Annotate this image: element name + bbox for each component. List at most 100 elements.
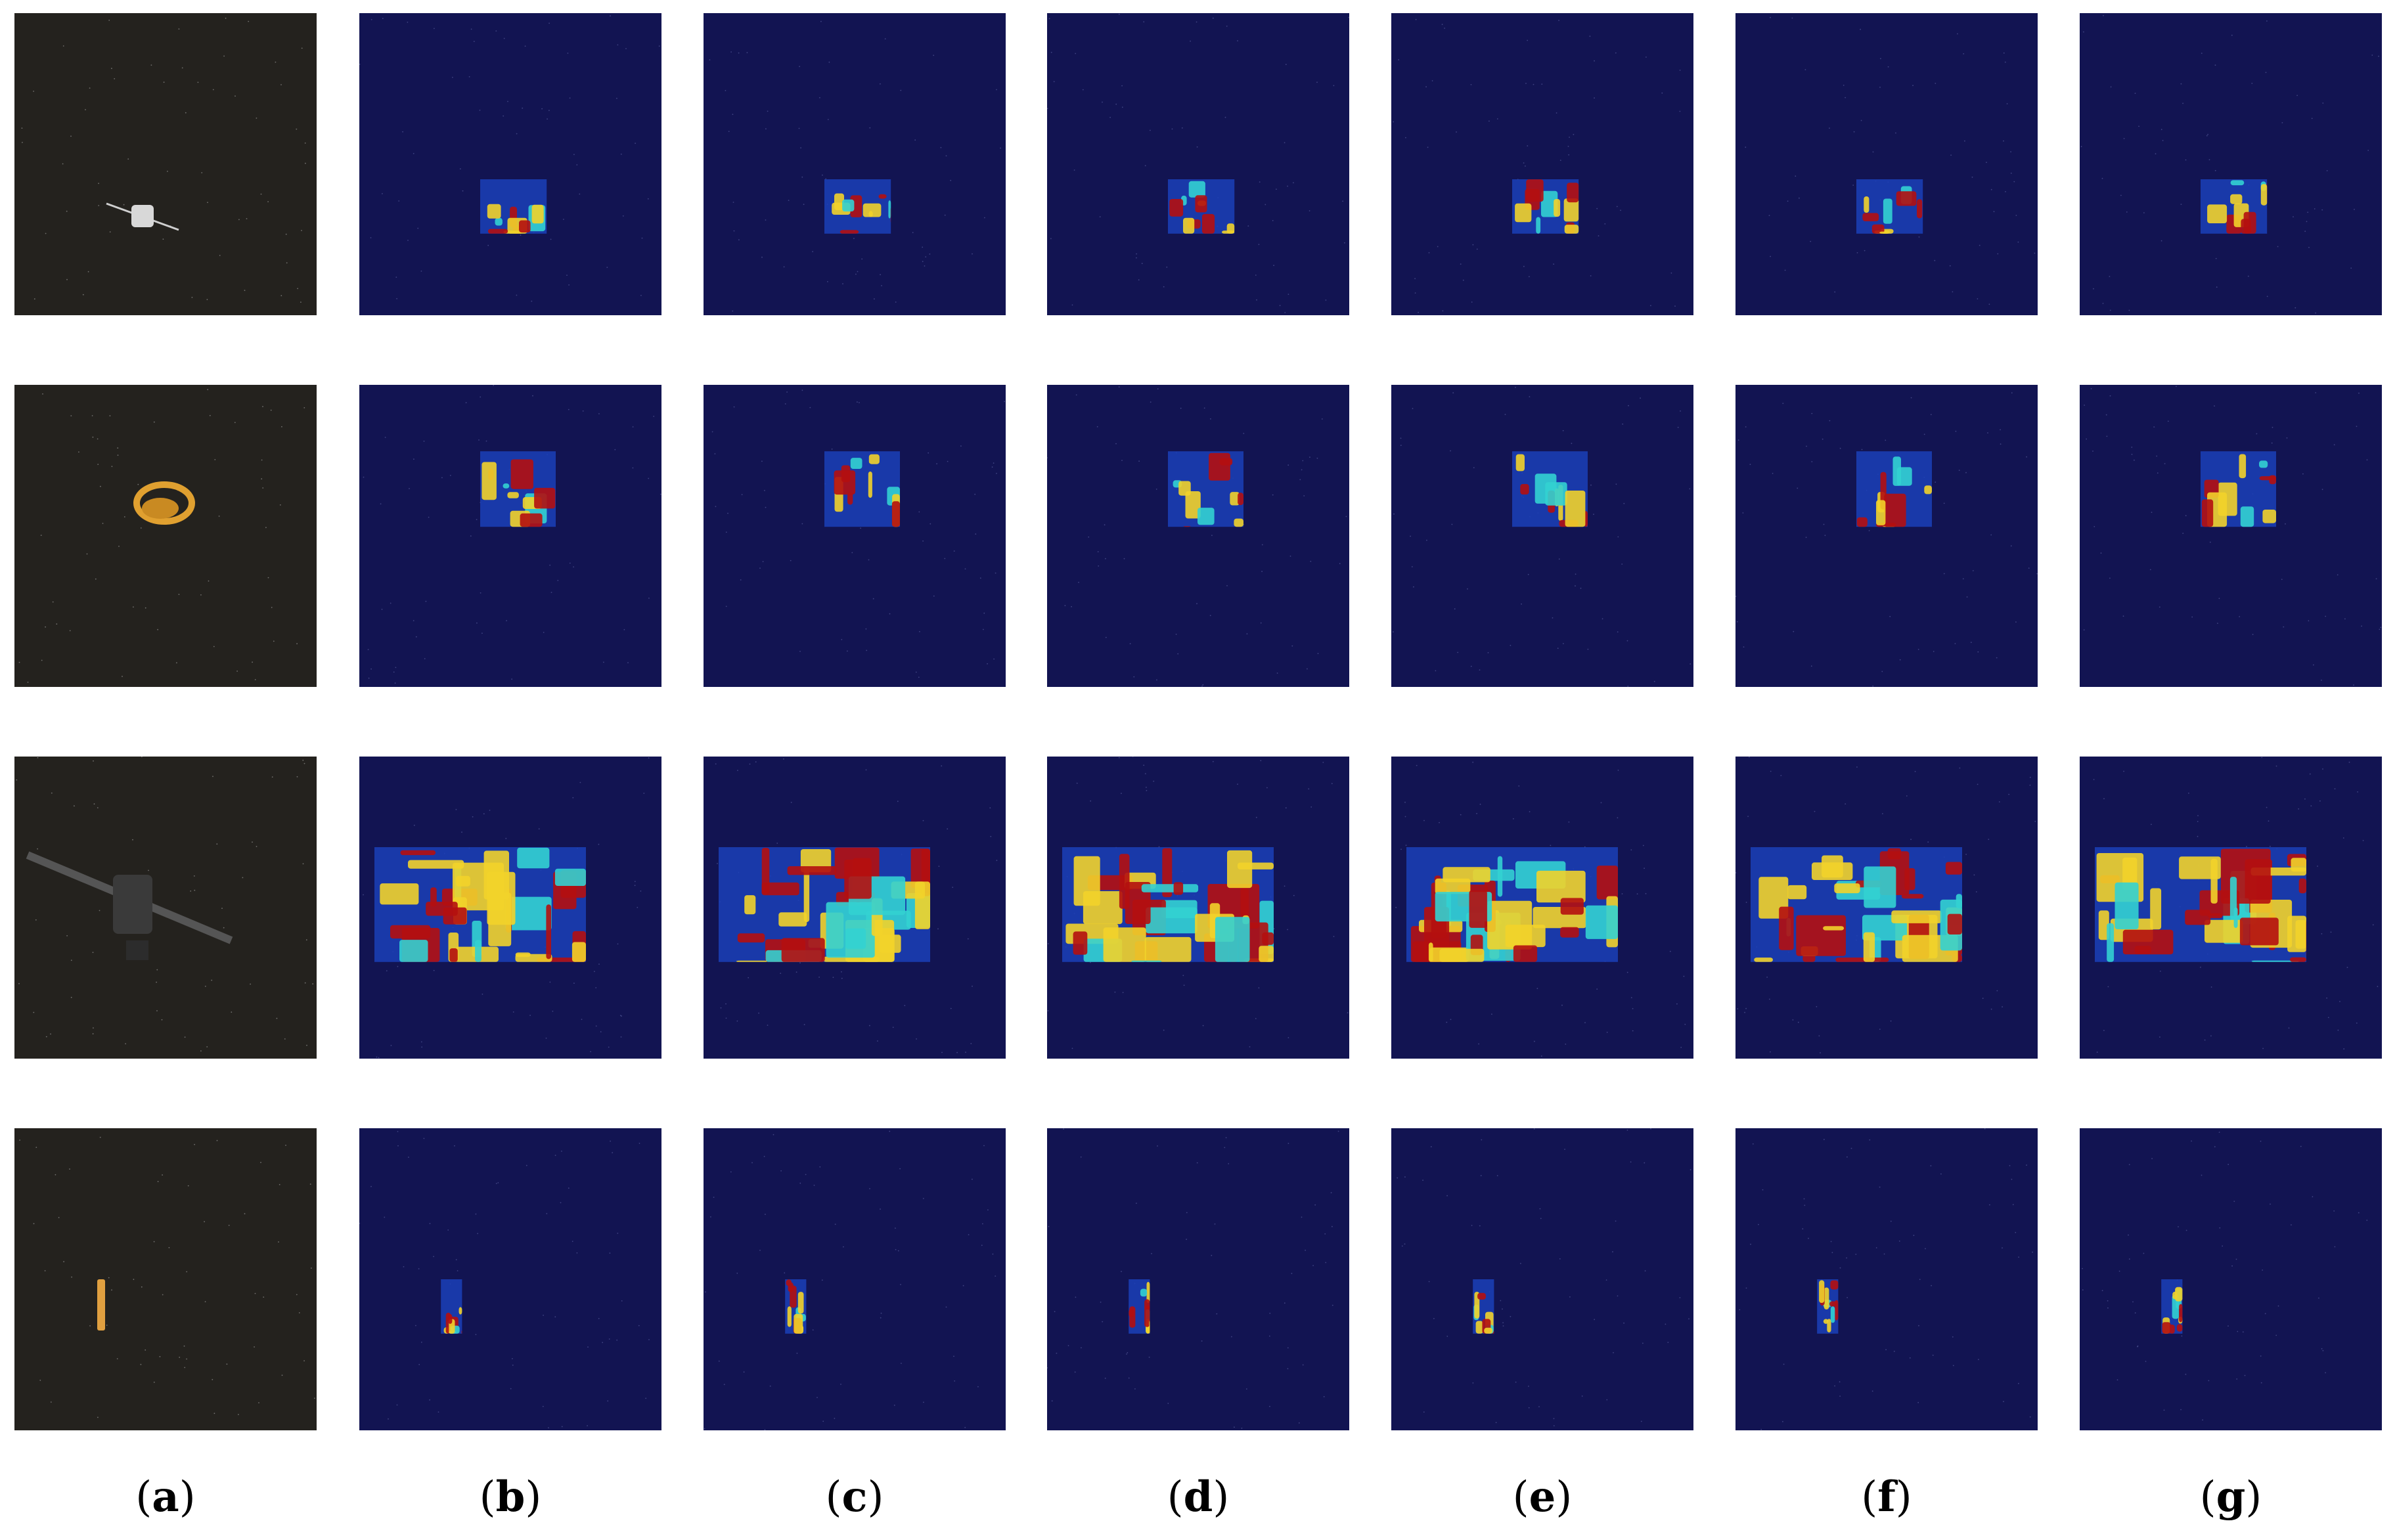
heat-region — [2095, 847, 2306, 962]
heat-region — [1751, 847, 1962, 962]
heatmap-tile — [1047, 13, 1349, 315]
tile-background — [1047, 13, 1349, 315]
tile-background — [704, 1128, 1006, 1430]
column-letter: e — [1529, 1472, 1556, 1522]
star-field — [1397, 1128, 1691, 1426]
tile-background — [14, 757, 317, 1059]
star-field — [18, 389, 305, 683]
tile-background — [1735, 13, 2038, 315]
heat-region — [1129, 1279, 1150, 1334]
star-field — [1739, 1128, 2033, 1430]
heat-region — [1817, 1279, 1839, 1334]
heat-region — [1062, 847, 1274, 962]
heatmap-tile — [1735, 385, 2038, 687]
tile-background — [1391, 13, 1693, 315]
tile-background — [1391, 385, 1693, 687]
heatmap-tile — [1047, 757, 1349, 1059]
column-letter: a — [152, 1472, 179, 1522]
heat-region — [824, 179, 891, 234]
heatmap-tile — [2080, 1128, 2382, 1430]
star-field — [1047, 386, 1347, 687]
heat-region — [1168, 179, 1235, 234]
heatmap-tile — [359, 1128, 661, 1430]
heatmap-tile — [1391, 757, 1693, 1059]
column-label-f: (f) — [1861, 1472, 1912, 1522]
star-field — [2082, 1132, 2368, 1421]
input-photo-tile — [14, 1128, 317, 1430]
tile-background — [704, 13, 1006, 315]
column-label-b: (b) — [479, 1472, 542, 1522]
heat-region — [441, 1279, 462, 1334]
heatmap-tile — [1735, 757, 2038, 1059]
heatmap-tile — [1391, 1128, 1693, 1430]
heatmap-tile — [704, 13, 1006, 315]
input-photo-tile — [14, 757, 317, 1059]
heat-region — [2161, 1279, 2183, 1334]
star-field — [1047, 1128, 1339, 1429]
tile-background — [359, 13, 661, 315]
heatmap-tile — [2080, 13, 2382, 315]
tile-background — [359, 385, 661, 687]
tile-background — [2080, 385, 2382, 687]
heatmap-tile — [2080, 385, 2382, 687]
heatmap-tile — [1391, 13, 1693, 315]
tile-background — [1391, 1128, 1693, 1430]
column-letter: d — [1183, 1472, 1213, 1522]
heat-region — [785, 1279, 807, 1334]
heat-region — [1856, 179, 1923, 234]
input-photo-tile — [14, 385, 317, 687]
tile-background — [1735, 385, 2038, 687]
column-label-c: (c) — [825, 1472, 884, 1522]
heat-region — [1512, 179, 1579, 234]
heatmap-tile — [1735, 1128, 2038, 1430]
heat-region — [480, 451, 556, 527]
star-field — [1393, 18, 1681, 313]
column-label-g: (g) — [2199, 1472, 2262, 1522]
heatmap-tile — [1391, 385, 1693, 687]
object-silhouette — [133, 481, 195, 525]
heat-region — [1168, 451, 1243, 527]
star-field — [16, 757, 314, 1052]
tile-background — [14, 1128, 317, 1430]
heat-region — [1856, 451, 1932, 527]
heatmap-tile — [704, 1128, 1006, 1430]
star-field — [19, 1137, 315, 1419]
tile-background — [2080, 1128, 2382, 1430]
heatmap-tile — [359, 13, 661, 315]
star-field — [711, 389, 1005, 678]
heatmap-tile — [359, 385, 661, 687]
heatmap-tile — [704, 757, 1006, 1059]
object-silhouette — [97, 1279, 105, 1331]
heat-region — [2201, 179, 2268, 234]
column-label-e: (e) — [1512, 1472, 1573, 1522]
heat-region — [1406, 847, 1618, 962]
heatmap-tile — [1047, 1128, 1349, 1430]
star-field — [359, 15, 660, 302]
tile-background — [2080, 13, 2382, 315]
heatmap-tile — [1047, 385, 1349, 687]
star-field — [1745, 16, 2036, 305]
column-letter: c — [841, 1472, 868, 1522]
tile-background — [14, 385, 317, 687]
heat-region — [719, 847, 930, 962]
heat-region — [374, 847, 586, 962]
tile-background — [359, 1128, 661, 1430]
star-field — [704, 1130, 996, 1430]
tile-background — [1047, 385, 1349, 687]
heatmap-tile — [359, 757, 661, 1059]
column-letter: b — [495, 1472, 526, 1522]
heat-region — [2201, 451, 2276, 527]
heatmap-tile — [1735, 13, 2038, 315]
heat-region — [1512, 451, 1588, 527]
tile-background — [704, 385, 1006, 687]
column-letter: g — [2216, 1472, 2246, 1522]
column-label-d: (d) — [1167, 1472, 1230, 1522]
tile-background — [1735, 1128, 2038, 1430]
heatmap-tile — [2080, 757, 2382, 1059]
tile-background — [14, 13, 317, 315]
object-silhouette — [106, 202, 179, 231]
heat-region — [1473, 1279, 1494, 1334]
heatmap-tile — [704, 385, 1006, 687]
heat-region — [824, 451, 900, 527]
column-letter: f — [1877, 1472, 1896, 1522]
